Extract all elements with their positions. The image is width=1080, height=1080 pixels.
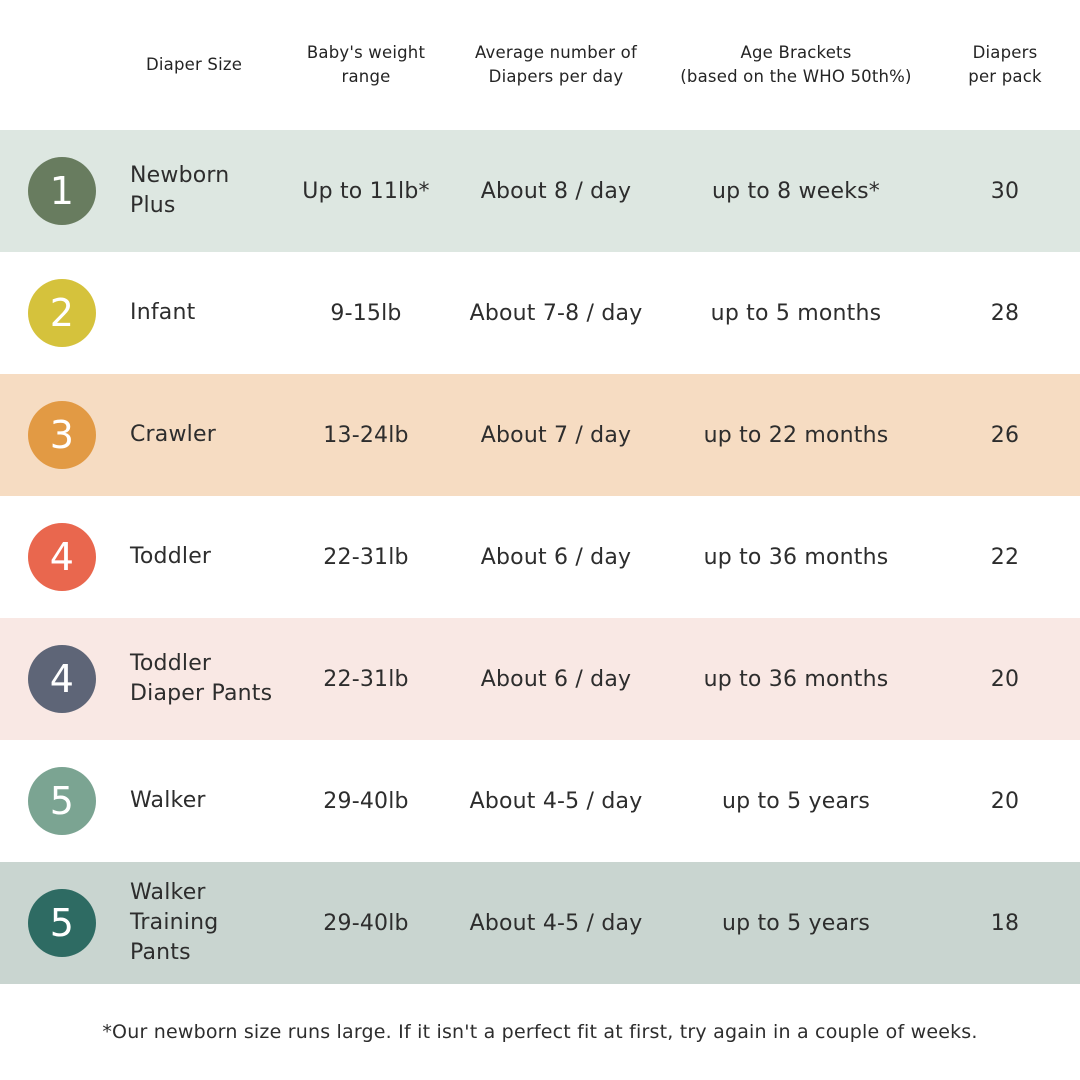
age-bracket: up to 22 months xyxy=(703,422,889,448)
weight-range: 29-40lb xyxy=(323,910,409,936)
diaper-name: Crawler xyxy=(130,422,216,448)
age-bracket: up to 5 years xyxy=(721,910,871,936)
footnote-area: *Our newborn size runs large. If it isn'… xyxy=(0,984,1080,1080)
weight-range: 9-15lb xyxy=(330,300,402,326)
header-diapers-per-pack: Diapers per pack xyxy=(968,43,1042,86)
age-bracket: up to 8 weeks* xyxy=(711,178,881,204)
badge-cell: 2 xyxy=(0,279,110,347)
diaper-name: Toddler Diaper Pants xyxy=(130,651,273,706)
size-badge: 5 xyxy=(28,767,96,835)
size-number: 5 xyxy=(49,901,75,945)
diapers-per-day: About 4-5 / day xyxy=(469,910,643,936)
age-bracket: up to 5 months xyxy=(710,300,882,326)
diaper-name: Walker xyxy=(130,788,206,814)
age-bracket: up to 5 years xyxy=(721,788,871,814)
size-badge: 4 xyxy=(28,523,96,591)
table-header-row: Diaper Size Baby's weight range Average … xyxy=(0,0,1080,130)
diapers-per-pack: 18 xyxy=(990,910,1020,936)
size-number: 3 xyxy=(49,413,75,457)
header-diaper-size: Diaper Size xyxy=(145,55,243,75)
newborn-size-footnote: *Our newborn size runs large. If it isn'… xyxy=(102,1021,978,1043)
diapers-per-pack: 26 xyxy=(990,422,1020,448)
header-weight-range: Baby's weight range xyxy=(306,43,426,86)
badge-cell: 4 xyxy=(0,645,110,713)
diaper-name: Walker Training Pants xyxy=(130,880,219,965)
badge-cell: 5 xyxy=(0,889,110,957)
diapers-per-day: About 8 / day xyxy=(480,178,632,204)
diapers-per-pack: 28 xyxy=(990,300,1020,326)
table-row-crawler: 3 Crawler 13-24lb About 7 / day up to 22… xyxy=(0,374,1080,496)
diaper-name: Newborn Plus xyxy=(130,163,230,218)
diapers-per-pack: 20 xyxy=(990,666,1020,692)
weight-range: 29-40lb xyxy=(323,788,409,814)
badge-cell: 4 xyxy=(0,523,110,591)
size-number: 5 xyxy=(49,779,75,823)
badge-cell: 1 xyxy=(0,157,110,225)
table-row-infant: 2 Infant 9-15lb About 7-8 / day up to 5 … xyxy=(0,252,1080,374)
age-bracket: up to 36 months xyxy=(703,544,889,570)
diapers-per-day: About 4-5 / day xyxy=(469,788,643,814)
diapers-per-day: About 7-8 / day xyxy=(469,300,643,326)
weight-range: 22-31lb xyxy=(323,666,409,692)
badge-cell: 3 xyxy=(0,401,110,469)
weight-range: 13-24lb xyxy=(323,422,409,448)
table-row-walker-training-pants: 5 Walker Training Pants 29-40lb About 4-… xyxy=(0,862,1080,984)
diapers-per-day: About 7 / day xyxy=(480,422,632,448)
diapers-per-pack: 22 xyxy=(990,544,1020,570)
weight-range: Up to 11lb* xyxy=(302,178,430,204)
header-age-brackets: Age Brackets (based on the WHO 50th%) xyxy=(680,43,912,86)
table-row-toddler: 4 Toddler 22-31lb About 6 / day up to 36… xyxy=(0,496,1080,618)
header-diapers-per-day: Average number of Diapers per day xyxy=(475,43,637,86)
table-row-newborn-plus: 1 Newborn Plus Up to 11lb* About 8 / day… xyxy=(0,130,1080,252)
size-badge: 1 xyxy=(28,157,96,225)
diapers-per-day: About 6 / day xyxy=(480,544,632,570)
diapers-per-pack: 30 xyxy=(990,178,1020,204)
weight-range: 22-31lb xyxy=(323,544,409,570)
size-number: 4 xyxy=(49,535,75,579)
diapers-per-pack: 20 xyxy=(990,788,1020,814)
size-number: 4 xyxy=(49,657,75,701)
diaper-name: Infant xyxy=(130,300,196,326)
diaper-name: Toddler xyxy=(130,544,212,570)
size-badge: 5 xyxy=(28,889,96,957)
badge-cell: 5 xyxy=(0,767,110,835)
size-badge: 3 xyxy=(28,401,96,469)
size-number: 2 xyxy=(49,291,75,335)
diapers-per-day: About 6 / day xyxy=(480,666,632,692)
table-row-walker: 5 Walker 29-40lb About 4-5 / day up to 5… xyxy=(0,740,1080,862)
age-bracket: up to 36 months xyxy=(703,666,889,692)
size-badge: 4 xyxy=(28,645,96,713)
size-number: 1 xyxy=(49,169,75,213)
table-row-toddler-diaper-pants: 4 Toddler Diaper Pants 22-31lb About 6 /… xyxy=(0,618,1080,740)
size-badge: 2 xyxy=(28,279,96,347)
